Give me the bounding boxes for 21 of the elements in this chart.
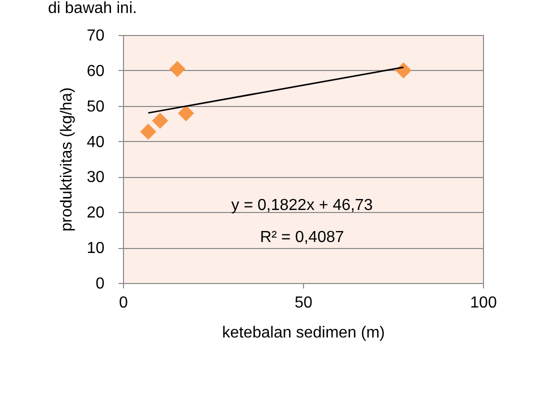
point — [152, 112, 168, 129]
x-tick-label: 100 — [470, 294, 497, 312]
point — [178, 105, 194, 122]
y-tick-label: 60 — [86, 62, 105, 80]
annotation: y = 0,1822x + 46,73 — [231, 197, 373, 214]
text: di bawah ini. — [48, 0, 137, 17]
x-tick-label: 50 — [294, 294, 312, 312]
y-tick-label: 10 — [86, 240, 105, 258]
x-axis-title: ketebalan sedimen (m) — [222, 324, 385, 342]
y-tick-label: 70 — [86, 28, 105, 44]
annotation: R² = 0,4087 — [260, 229, 344, 246]
y-tick-label: 40 — [86, 134, 105, 151]
y-tick-label: 0 — [96, 276, 105, 292]
point — [140, 124, 156, 140]
x-tick-label: 0 — [119, 294, 128, 312]
y-axis-title: produktivitas (kg/ha) — [58, 87, 76, 232]
y-tick-label: 50 — [86, 98, 105, 116]
point — [169, 60, 186, 78]
y-tick-label: 20 — [86, 204, 105, 222]
y-tick-label: 30 — [86, 169, 105, 186]
point — [395, 62, 412, 78]
